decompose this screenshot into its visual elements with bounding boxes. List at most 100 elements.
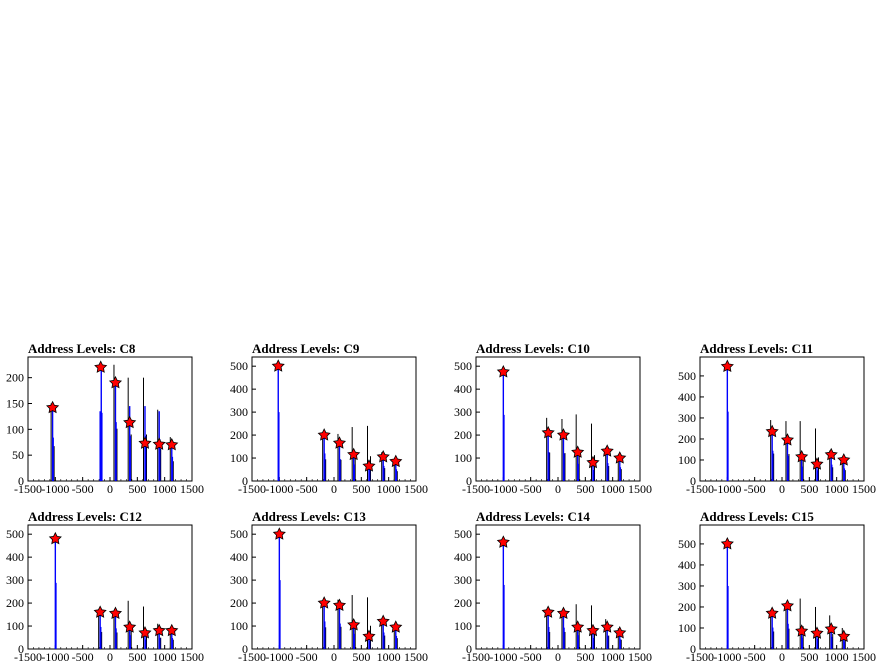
x-tick-label: 0 — [107, 482, 113, 496]
y-tick-label: 500 — [230, 359, 248, 373]
y-tick-label: 300 — [678, 579, 696, 593]
x-tick-label: -500 — [744, 650, 766, 664]
peak-marker — [272, 527, 286, 540]
y-tick-label: 400 — [454, 382, 472, 396]
y-tick-label: 300 — [454, 405, 472, 419]
y-tick-label: 500 — [230, 527, 248, 541]
panel-title: Address Levels: C8 — [28, 341, 136, 356]
peak-marker — [810, 626, 824, 639]
x-tick-label: -1500 — [238, 482, 266, 496]
x-tick-label: 1500 — [404, 650, 428, 664]
peak-marker — [347, 447, 361, 461]
x-tick-label: 0 — [779, 482, 785, 496]
panel-title: Address Levels: C9 — [252, 341, 360, 356]
x-tick-label: -1500 — [462, 482, 490, 496]
peak-marker — [123, 620, 137, 633]
panel-title: Address Levels: C11 — [700, 341, 813, 356]
peak-marker — [600, 620, 614, 633]
x-tick-label: 0 — [555, 482, 561, 496]
peak-marker — [613, 626, 627, 639]
y-tick-label: 100 — [230, 619, 248, 633]
x-tick-label: 500 — [576, 650, 594, 664]
x-tick-label: 1500 — [628, 650, 652, 664]
peak-marker — [571, 620, 585, 633]
y-tick-label: 100 — [454, 451, 472, 465]
peak-marker — [541, 605, 555, 618]
y-tick-label: 500 — [678, 537, 696, 551]
y-tick-label: 300 — [230, 405, 248, 419]
y-tick-label: 0 — [18, 474, 24, 488]
x-tick-label: -500 — [296, 482, 318, 496]
x-tick-label: -1000 — [265, 650, 293, 664]
peak-marker — [496, 535, 510, 548]
x-tick-label: -1000 — [265, 482, 293, 496]
x-tick-label: -500 — [72, 482, 94, 496]
peak-marker — [123, 415, 137, 429]
panel-7: Address Levels: C14 -1500 -1000 -500 0 500 100… — [454, 509, 652, 664]
peak-marker — [556, 428, 571, 441]
x-tick-label: 1500 — [404, 482, 428, 496]
peak-marker — [317, 428, 331, 441]
peak-marker — [152, 437, 166, 450]
y-tick-label: 500 — [6, 527, 24, 541]
x-tick-label: 1000 — [153, 650, 177, 664]
x-tick-label: 500 — [128, 650, 146, 664]
x-tick-label: 500 — [800, 650, 818, 664]
peak-marker — [48, 531, 62, 545]
x-tick-label: -1000 — [41, 482, 69, 496]
peak-marker — [765, 606, 779, 619]
y-tick-label: 0 — [242, 474, 248, 488]
panel-title: Address Levels: C10 — [476, 341, 590, 356]
peak-marker — [362, 459, 376, 472]
panel-1: Address Levels: C8-1500 -1000 -500 0 500 1000… — [6, 341, 204, 496]
y-tick-label: 500 — [454, 527, 472, 541]
x-tick-label: 1000 — [825, 650, 849, 664]
x-tick-label: 500 — [576, 482, 594, 496]
panel-title: Address Levels: C12 — [28, 509, 142, 524]
x-tick-label: 0 — [555, 650, 561, 664]
y-tick-label: 150 — [6, 397, 24, 411]
panel-title: Address Levels: C14 — [476, 509, 590, 524]
x-tick-label: 500 — [800, 482, 818, 496]
peak-marker — [108, 375, 123, 389]
plot-frame — [699, 356, 865, 482]
x-tick-label: 1500 — [628, 482, 652, 496]
peak-marker — [389, 620, 403, 633]
panel-2: Address Levels: C9-1500 -1000 -500 0 500 1000… — [230, 341, 428, 496]
y-tick-label: 400 — [454, 550, 472, 564]
y-tick-label: 200 — [6, 596, 24, 610]
peak-marker — [720, 359, 734, 373]
y-tick-label: 0 — [242, 642, 248, 656]
peak-marker — [780, 599, 795, 612]
x-tick-label: -1000 — [489, 482, 517, 496]
peak-marker — [795, 624, 809, 637]
y-tick-label: 400 — [678, 558, 696, 572]
y-tick-label: 200 — [454, 428, 472, 442]
peak-marker — [795, 449, 809, 463]
y-tick-label: 50 — [12, 448, 24, 462]
y-tick-label: 500 — [678, 369, 696, 383]
y-tick-label: 400 — [678, 390, 696, 404]
panel-title: Address Levels: C15 — [700, 509, 814, 524]
peak-marker — [376, 614, 390, 628]
peak-marker — [571, 445, 585, 458]
peak-marker — [271, 359, 285, 372]
y-tick-label: 100 — [6, 422, 24, 436]
x-tick-label: 1500 — [180, 482, 204, 496]
peak-marker — [541, 425, 555, 439]
y-tick-label: 0 — [466, 474, 472, 488]
peak-marker — [837, 453, 851, 466]
peak-marker — [765, 424, 779, 438]
x-tick-label: -1500 — [238, 650, 266, 664]
x-tick-label: -1000 — [41, 650, 69, 664]
peak-marker — [46, 400, 60, 414]
peak-marker — [108, 606, 123, 619]
x-tick-label: -1000 — [713, 650, 741, 664]
y-tick-label: 100 — [230, 451, 248, 465]
x-tick-label: -1500 — [462, 650, 490, 664]
x-tick-label: -500 — [744, 482, 766, 496]
x-tick-label: -1500 — [14, 482, 42, 496]
y-tick-label: 100 — [678, 621, 696, 635]
y-tick-label: 300 — [6, 573, 24, 587]
